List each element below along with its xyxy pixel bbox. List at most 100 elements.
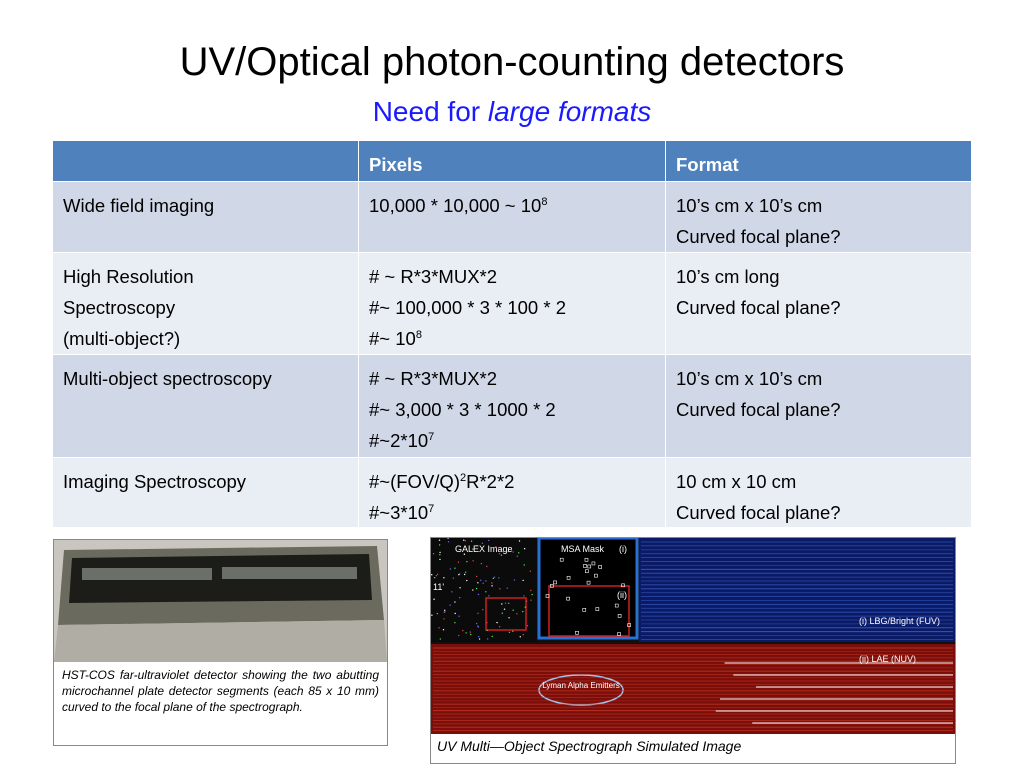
cell-text: #~ 10 bbox=[369, 328, 416, 349]
texture bbox=[433, 598, 435, 600]
texture bbox=[466, 560, 468, 563]
left-caption: HST-COS far-ultraviolet detector showing… bbox=[62, 668, 379, 714]
texture bbox=[621, 583, 625, 588]
texture bbox=[513, 579, 516, 581]
texture bbox=[472, 548, 474, 550]
texture bbox=[503, 608, 506, 610]
texture bbox=[472, 560, 474, 562]
texture bbox=[486, 622, 488, 624]
cell-text: Curved focal plane? bbox=[676, 226, 841, 247]
texture bbox=[475, 622, 478, 625]
subtitle-plain: Need for bbox=[372, 96, 488, 127]
cell-line: Curved focal plane? bbox=[676, 497, 961, 528]
cell-text: #~(FOV/Q) bbox=[369, 471, 460, 492]
superscript: 8 bbox=[415, 328, 422, 341]
texture bbox=[454, 601, 456, 603]
texture bbox=[583, 564, 587, 568]
texture bbox=[476, 544, 478, 547]
cell-line: High Resolution bbox=[63, 261, 348, 292]
texture bbox=[443, 577, 445, 579]
cell-text: 10,000 * 10,000 ~ 10 bbox=[369, 195, 542, 216]
texture bbox=[464, 571, 467, 573]
image-label: (i) bbox=[619, 544, 627, 554]
image-label: (i) LBG/Bright (FUV) bbox=[859, 616, 940, 626]
texture bbox=[522, 579, 524, 582]
texture bbox=[553, 580, 557, 585]
texture bbox=[492, 577, 495, 580]
texture bbox=[470, 633, 472, 636]
texture bbox=[586, 580, 591, 585]
table-cell: Multi-object spectroscopy bbox=[53, 355, 358, 457]
texture bbox=[598, 565, 602, 569]
texture bbox=[523, 547, 526, 550]
cell-text: Wide field imaging bbox=[63, 195, 215, 216]
superscript: 7 bbox=[428, 502, 435, 515]
texture bbox=[477, 625, 479, 627]
texture bbox=[627, 623, 631, 627]
texture bbox=[517, 552, 520, 554]
texture bbox=[477, 612, 479, 615]
image-label: Lyman Alpha Emitters bbox=[542, 681, 620, 690]
cell-text: Curved focal plane? bbox=[676, 399, 841, 420]
cell-text: Imaging Spectroscopy bbox=[63, 471, 247, 492]
table-cell: 10,000 * 10,000 ~ 108 bbox=[359, 182, 665, 252]
texture bbox=[486, 638, 489, 640]
cell-line: #~ 100,000 * 3 * 100 * 2 bbox=[369, 292, 655, 323]
texture bbox=[431, 614, 433, 616]
detector-photo bbox=[54, 540, 387, 662]
texture bbox=[458, 615, 460, 617]
texture bbox=[530, 589, 532, 592]
texture bbox=[476, 575, 478, 578]
cell-line: #~3*107 bbox=[369, 497, 655, 528]
texture bbox=[498, 625, 501, 628]
table-cell: #~(FOV/Q)2R*2*2 #~3*107 bbox=[359, 458, 665, 527]
texture bbox=[485, 580, 487, 582]
texture bbox=[504, 602, 507, 604]
texture bbox=[485, 591, 487, 593]
cell-line: 10’s cm long bbox=[676, 261, 961, 292]
texture bbox=[500, 554, 503, 556]
texture bbox=[481, 542, 484, 545]
texture bbox=[516, 613, 518, 615]
superscript: 7 bbox=[428, 430, 435, 443]
superscript: 8 bbox=[541, 195, 548, 208]
texture bbox=[443, 618, 445, 620]
texture bbox=[458, 634, 460, 637]
texture bbox=[584, 557, 589, 562]
spectrograph-image: GALEX Image MSA Mask (i) (ii) 11' (i) LB… bbox=[431, 538, 955, 734]
texture bbox=[463, 553, 466, 555]
texture bbox=[477, 635, 480, 638]
texture bbox=[439, 551, 441, 554]
image-label: GALEX Image bbox=[455, 544, 513, 554]
header-cell: Format bbox=[666, 141, 971, 181]
texture bbox=[454, 567, 456, 569]
texture bbox=[587, 564, 592, 569]
texture bbox=[442, 628, 445, 631]
texture bbox=[449, 568, 452, 570]
texture bbox=[501, 603, 503, 605]
table-cell: # ~ R*3*MUX*2 #~ 100,000 * 3 * 100 * 2 #~ … bbox=[359, 253, 665, 354]
cell-line: # ~ R*3*MUX*2 bbox=[369, 261, 655, 292]
texture bbox=[508, 602, 510, 605]
texture bbox=[516, 555, 519, 557]
texture bbox=[436, 573, 439, 575]
texture bbox=[522, 633, 524, 636]
cell-line: Wide field imaging bbox=[63, 190, 348, 221]
texture bbox=[480, 562, 483, 565]
texture bbox=[501, 612, 504, 614]
texture bbox=[439, 558, 441, 561]
texture bbox=[487, 539, 490, 542]
texture bbox=[438, 539, 441, 541]
texture bbox=[512, 551, 514, 553]
texture bbox=[531, 593, 533, 596]
texture bbox=[496, 621, 498, 624]
right-caption: UV Multi—Object Spectrograph Simulated I… bbox=[437, 738, 742, 754]
texture bbox=[512, 609, 514, 611]
texture bbox=[457, 561, 460, 563]
left-figure: HST-COS far-ultraviolet detector showing… bbox=[53, 539, 388, 746]
image-label: (ii) bbox=[617, 590, 627, 600]
texture bbox=[480, 579, 482, 581]
texture bbox=[486, 565, 488, 568]
table-cell: Imaging Spectroscopy bbox=[53, 458, 358, 527]
cell-text: 10’s cm long bbox=[676, 266, 780, 287]
